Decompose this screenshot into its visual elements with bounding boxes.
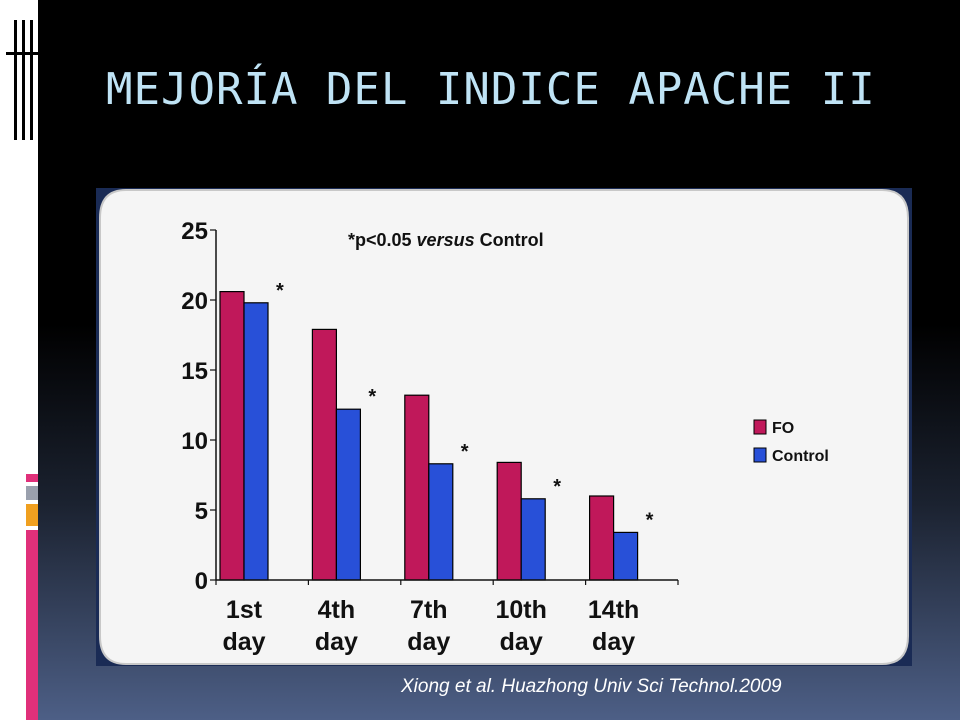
- significance-note: *p<0.05 versus Control: [348, 230, 544, 250]
- bar-control-2: [335, 408, 361, 581]
- y-tick-label-10: 10: [181, 428, 208, 455]
- corner-line-3: [30, 20, 33, 140]
- x-tick-label-5-line-1: 14th: [588, 596, 639, 624]
- legend-swatch-fo: [753, 419, 767, 435]
- significance-star-2: *: [368, 386, 376, 408]
- x-tick-label-1-line-2: day: [222, 628, 265, 656]
- legend-swatch-control: [753, 447, 767, 463]
- bar-control-5: [612, 531, 639, 581]
- corner-line-4: [6, 52, 38, 55]
- side-block-orange: [26, 504, 38, 526]
- x-tick-label-3-line-1: 7th: [410, 596, 448, 624]
- x-tick-label-4-line-1: 10th: [495, 596, 546, 624]
- legend-label-control: Control: [772, 448, 829, 465]
- significance-note-suffix: Control: [475, 230, 544, 250]
- y-tick-label-5: 5: [195, 498, 208, 525]
- significance-note-prefix: *p<0.05: [348, 230, 417, 250]
- chart-panel: [99, 189, 909, 665]
- x-tick-label-5-line-2: day: [592, 628, 635, 656]
- significance-star-4: *: [553, 476, 561, 498]
- legend: FO Control: [753, 419, 829, 465]
- x-tick-labels: 1st day 4th day 7th day 10th day 14th day: [222, 596, 639, 656]
- bar-fo-2: [311, 328, 337, 581]
- chart-figure: *p<0.05 versus Control * * * * * 0 5 10 15 20 25 …: [96, 188, 912, 666]
- corner-line-1: [14, 20, 17, 140]
- bar-fo-3: [404, 394, 430, 581]
- corner-decoration: [6, 20, 38, 140]
- axes-layer: [210, 229, 679, 585]
- x-tick-label-1-line-1: 1st: [226, 596, 263, 624]
- citation: Xiong et al. Huazhong Univ Sci Technol.2…: [401, 676, 782, 697]
- y-tick-label-0: 0: [195, 568, 208, 595]
- significance-note-versus: versus: [417, 230, 475, 250]
- y-tick-labels: 0 5 10 15 20 25: [181, 218, 208, 595]
- significance-star-1: *: [276, 280, 284, 302]
- bar-fo-1: [219, 290, 245, 581]
- x-tick-label-2-line-2: day: [315, 628, 358, 656]
- significance-star-3: *: [461, 441, 469, 463]
- significance-markers: * * * * *: [276, 280, 654, 532]
- y-tick-label-20: 20: [181, 288, 208, 315]
- bar-control-4: [520, 498, 546, 581]
- x-tick-label-4-line-2: day: [500, 628, 543, 656]
- bar-fo-4: [496, 461, 522, 581]
- apache-ii-bar-chart: *p<0.05 versus Control ***** 0510152025 …: [99, 189, 909, 665]
- y-tick-label-25: 25: [181, 218, 208, 245]
- corner-line-2: [22, 20, 25, 140]
- slide-title: MEJORÍA DEL INDICE APACHE II: [106, 64, 876, 115]
- side-block-gray: [26, 486, 38, 500]
- side-decoration: [26, 474, 38, 720]
- x-tick-label-2-line-1: 4th: [318, 596, 356, 624]
- significance-star-5: *: [646, 509, 654, 531]
- y-tick-label-15: 15: [181, 358, 208, 385]
- legend-label-fo: FO: [772, 420, 794, 437]
- side-block-pink-2: [26, 530, 38, 720]
- side-block-pink-1: [26, 474, 38, 482]
- bar-fo-5: [589, 495, 615, 581]
- x-tick-label-3-line-2: day: [407, 628, 450, 656]
- bar-control-3: [428, 463, 454, 581]
- bar-control-1: [243, 302, 269, 581]
